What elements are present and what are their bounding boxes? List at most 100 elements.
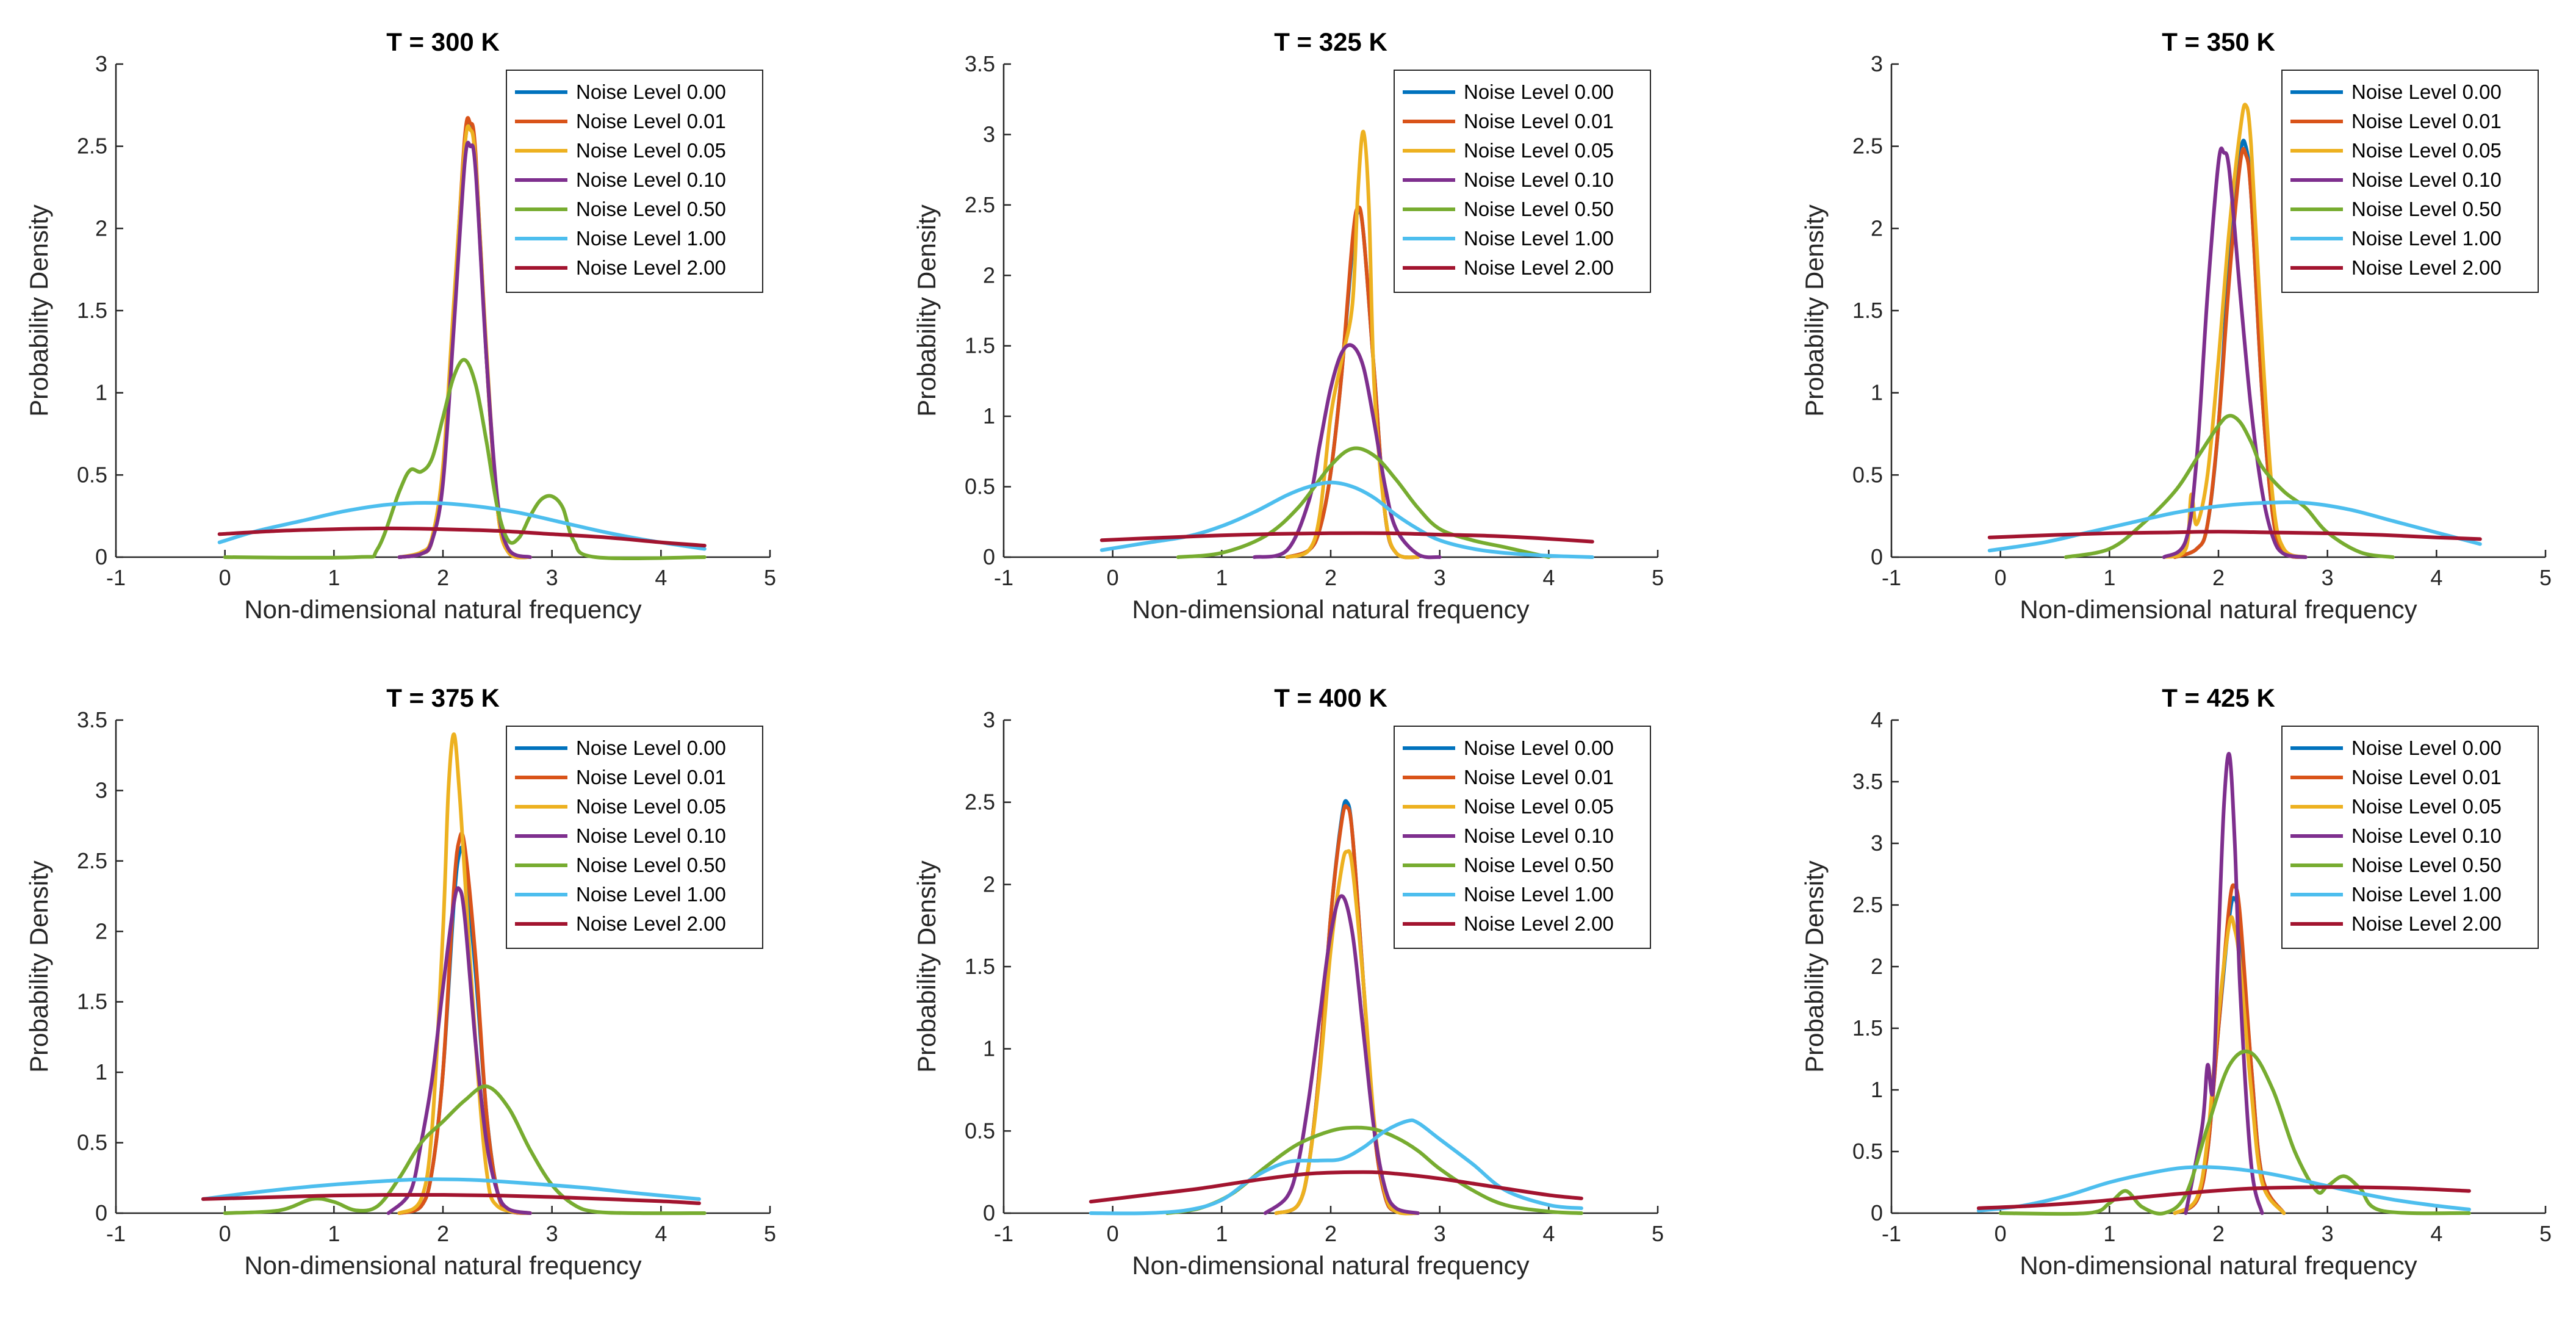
series-line-6 <box>201 1177 701 1201</box>
y-tick-label: 2.5 <box>1852 134 1883 159</box>
x-axis-label: Non-dimensional natural frequency <box>244 1251 641 1280</box>
y-tick-label: 0.5 <box>77 1130 107 1155</box>
legend-label: Noise Level 0.01 <box>576 110 726 132</box>
y-tick-label: 2.5 <box>965 192 995 217</box>
legend: Noise Level 0.00 Noise Level 0.01 Noise Le… <box>506 70 763 293</box>
legend: Noise Level 0.00 Noise Level 0.01 Noise Le… <box>506 726 763 949</box>
x-tick-label: 2 <box>437 1221 449 1246</box>
x-tick-label: 4 <box>2430 565 2442 590</box>
legend-label: Noise Level 0.01 <box>1464 110 1614 132</box>
chart-panel-4: -1 0 1 2 3 4 500.511.522.533.5T = 375 KNon-dim… <box>24 683 776 1280</box>
x-tick-label: 3 <box>546 1221 558 1246</box>
series-line-5 <box>2063 414 2395 559</box>
x-axis-label: Non-dimensional natural frequency <box>1132 1251 1529 1280</box>
y-axis-label: Probability Density <box>912 860 941 1073</box>
y-tick-label: 1.5 <box>1852 298 1883 323</box>
legend-label: Noise Level 0.05 <box>576 139 726 162</box>
series-line-5 <box>1998 1049 2471 1216</box>
x-tick-label: 3 <box>1434 1221 1446 1246</box>
chart-panel-5: -1 0 1 2 3 4 500.511.522.53T = 400 KNon-dimens… <box>912 683 1664 1280</box>
y-tick-label: 0 <box>95 544 107 569</box>
series-line-3 <box>2162 103 2308 559</box>
x-tick-label: 4 <box>1542 1221 1555 1246</box>
legend-label: Noise Level 1.00 <box>576 227 726 250</box>
series-line-4 <box>397 140 532 559</box>
x-tick-label: 4 <box>2430 1221 2442 1246</box>
y-tick-label: 3.5 <box>77 707 107 732</box>
legend-label: Noise Level 0.10 <box>2351 168 2502 191</box>
chart-panel-1: -1 0 1 2 3 4 500.511.522.53T = 300 KNon-dimens… <box>24 27 776 624</box>
legend: Noise Level 0.00 Noise Level 0.01 Noise Le… <box>2281 726 2539 949</box>
x-tick-label: 2 <box>1325 1221 1337 1246</box>
y-tick-label: 3 <box>95 777 107 802</box>
legend-label: Noise Level 2.00 <box>576 256 726 279</box>
y-tick-label: 0.5 <box>77 462 107 487</box>
x-tick-label: 1 <box>2103 565 2115 590</box>
y-tick-label: 2.5 <box>1852 892 1883 917</box>
legend-label: Noise Level 0.01 <box>2351 766 2502 788</box>
series-line-7 <box>1088 1170 1583 1204</box>
series-line-5 <box>1176 446 1551 559</box>
x-tick-label: 0 <box>1995 1221 2007 1246</box>
x-tick-label: 3 <box>1434 565 1446 590</box>
y-tick-label: 3 <box>95 51 107 76</box>
series-line-4 <box>1252 343 1442 560</box>
x-tick-label: 5 <box>1652 1221 1664 1246</box>
x-tick-label: 5 <box>2539 1221 2552 1246</box>
y-tick-label: 1.5 <box>965 954 995 979</box>
y-tick-label: 3 <box>983 707 995 732</box>
y-tick-label: 3 <box>983 121 995 146</box>
legend-label: Noise Level 0.05 <box>576 795 726 818</box>
y-tick-label: 0 <box>983 544 995 569</box>
x-axis-label: Non-dimensional natural frequency <box>1132 595 1529 624</box>
y-axis-label: Probability Density <box>24 204 53 417</box>
series-lines <box>201 732 707 1216</box>
y-tick-label: 1.5 <box>77 989 107 1014</box>
y-tick-label: 2 <box>1871 215 1883 240</box>
x-tick-label: 2 <box>2212 1221 2225 1246</box>
x-tick-label: 5 <box>764 565 776 590</box>
x-axis-label: Non-dimensional natural frequency <box>244 595 641 624</box>
series-line-6 <box>1088 1118 1583 1216</box>
legend-label: Noise Level 1.00 <box>576 883 726 906</box>
y-tick-label: 2.5 <box>965 790 995 815</box>
x-tick-label: 5 <box>2539 565 2552 590</box>
x-tick-label: 5 <box>1652 565 1664 590</box>
series-line-4 <box>386 886 532 1215</box>
legend-label: Noise Level 2.00 <box>2351 256 2502 279</box>
x-tick-label: 0 <box>1107 1221 1119 1246</box>
chart-panel-6: -1 0 1 2 3 4 500.511.522.533.54T = 425 KNon-di… <box>1800 683 2552 1280</box>
x-tick-label: 0 <box>219 565 231 590</box>
y-tick-label: 1 <box>983 403 995 428</box>
legend-label: Noise Level 1.00 <box>2351 227 2502 250</box>
x-tick-label: -1 <box>994 565 1013 590</box>
legend-label: Noise Level 0.50 <box>2351 854 2502 876</box>
legend-label: Noise Level 2.00 <box>1464 256 1614 279</box>
y-tick-label: 0 <box>983 1200 995 1225</box>
chart-panel-3: -1 0 1 2 3 4 500.511.522.53T = 350 KNon-dimens… <box>1800 27 2552 624</box>
y-tick-label: 0.5 <box>965 474 995 499</box>
legend-label: Noise Level 0.05 <box>1464 795 1614 818</box>
legend-label: Noise Level 0.50 <box>1464 198 1614 220</box>
x-tick-label: 3 <box>546 565 558 590</box>
series-line-7 <box>1987 530 2482 541</box>
legend-label: Noise Level 0.00 <box>2351 737 2502 759</box>
legend-label: Noise Level 0.50 <box>2351 198 2502 220</box>
x-tick-label: -1 <box>994 1221 1013 1246</box>
chart-title: T = 325 K <box>1274 27 1387 56</box>
legend-label: Noise Level 1.00 <box>2351 883 2502 906</box>
series-lines <box>1099 129 1594 560</box>
x-tick-label: 3 <box>2322 565 2334 590</box>
x-tick-label: 0 <box>1107 565 1119 590</box>
legend-label: Noise Level 0.00 <box>576 81 726 103</box>
legend-label: Noise Level 2.00 <box>1464 912 1614 935</box>
legend-label: Noise Level 2.00 <box>2351 912 2502 935</box>
legend-label: Noise Level 0.00 <box>576 737 726 759</box>
series-line-6 <box>217 501 707 551</box>
series-line-7 <box>217 526 707 548</box>
y-tick-label: 0.5 <box>1852 462 1883 487</box>
y-tick-label: 1 <box>95 380 107 405</box>
y-tick-label: 4 <box>1871 707 1883 732</box>
y-tick-label: 3.5 <box>965 51 995 76</box>
series-line-5 <box>223 1084 707 1216</box>
